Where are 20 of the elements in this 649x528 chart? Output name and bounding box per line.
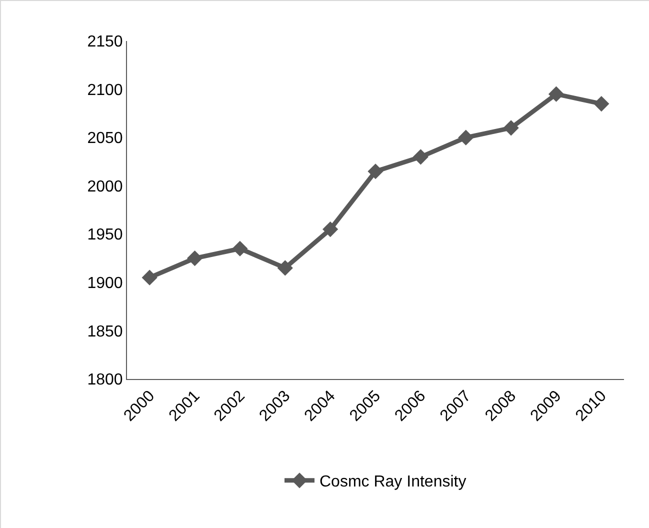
y-tick-label: 1950 — [87, 226, 123, 244]
y-tick-label: 2100 — [87, 82, 123, 99]
point — [503, 120, 519, 136]
point — [412, 149, 428, 165]
y-tick-label: 1900 — [87, 275, 123, 292]
point — [232, 240, 248, 256]
point — [458, 130, 474, 146]
y-tick-label: 1800 — [87, 372, 123, 389]
legend-label: Cosmc Ray Intensity — [320, 474, 466, 491]
y-tick-label: 2150 — [87, 34, 123, 51]
y-tick-label: 2000 — [87, 178, 123, 196]
point — [322, 222, 338, 238]
point — [186, 250, 203, 266]
point — [548, 86, 564, 102]
point — [277, 260, 293, 276]
point — [594, 96, 610, 112]
y-tick-label: 2050 — [87, 130, 123, 148]
point — [142, 270, 158, 286]
y-tick-label: 1850 — [87, 323, 123, 340]
point — [368, 164, 384, 180]
